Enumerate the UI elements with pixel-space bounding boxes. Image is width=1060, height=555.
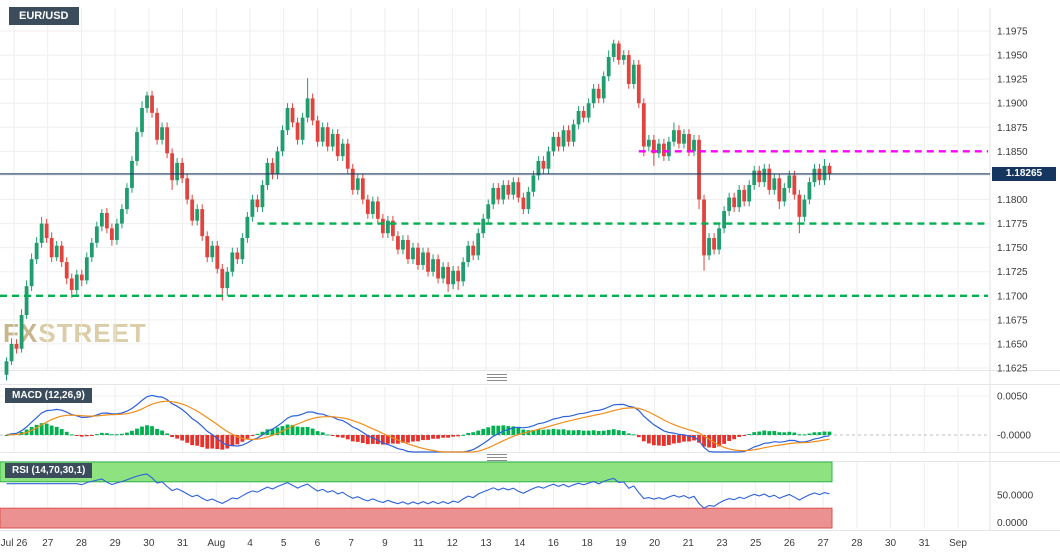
time-axis-label: 23	[716, 538, 728, 549]
support-resistance-levels[interactable]	[0, 150, 988, 297]
time-axis-label: 26	[784, 538, 796, 549]
rsi-axis-label: 50.0000	[997, 491, 1034, 502]
time-axis-label: 4	[247, 538, 253, 549]
macd-axis-label: 0.0050	[997, 392, 1028, 403]
price-axis-label: 1.1900	[997, 99, 1028, 110]
price-axis-label: 1.1625	[997, 364, 1028, 375]
price-axis-label: 1.1875	[997, 123, 1028, 134]
time-axis-label: 16	[548, 538, 560, 549]
rsi-panel	[6, 473, 830, 509]
time-axis-label: 29	[110, 538, 122, 549]
price-axis-label: 1.1950	[997, 51, 1028, 62]
time-axis-label: 28	[76, 538, 88, 549]
time-axis-label: Jul 26	[1, 538, 28, 549]
time-axis-label: 30	[885, 538, 897, 549]
price-axis-label: 1.1725	[997, 267, 1028, 278]
macd-axis-label: -0.0000	[997, 431, 1031, 442]
price-axis-label: 1.1675	[997, 315, 1028, 326]
time-axis-label: Sep	[949, 538, 967, 549]
macd-signal-line	[6, 400, 830, 453]
macd-indicator-label: MACD (12,26,9)	[5, 388, 92, 403]
grip-line	[487, 377, 507, 378]
time-axis-label: 14	[514, 538, 526, 549]
panel-resize-handle-macd[interactable]	[487, 374, 507, 381]
grip-line	[487, 454, 507, 455]
price-axis-label: 1.1775	[997, 219, 1028, 230]
time-axis-label: 9	[382, 538, 388, 549]
gridlines	[0, 8, 1060, 531]
grip-line	[487, 460, 507, 461]
macd-line	[6, 394, 830, 453]
price-axis[interactable]: 1.1975 1.1950 1.1925 1.1900 1.1875 1.1850 1.18…	[997, 27, 1034, 530]
time-axis-label: 19	[615, 538, 627, 549]
time-axis-label: 31	[919, 538, 931, 549]
brand-watermark-street: STREET	[38, 318, 147, 348]
time-axis-label: 5	[281, 538, 287, 549]
price-axis-label: 1.1750	[997, 243, 1028, 254]
time-axis-label: 31	[177, 538, 189, 549]
price-axis-label: 1.1925	[997, 75, 1028, 86]
panel-resize-handle-rsi[interactable]	[487, 454, 507, 461]
time-axis-label: 20	[649, 538, 661, 549]
price-axis-label: 1.1800	[997, 195, 1028, 206]
time-axis-label: 21	[683, 538, 695, 549]
macd-panel	[0, 394, 990, 453]
time-axis-label: 25	[750, 538, 762, 549]
time-axis-label: 12	[447, 538, 459, 549]
time-axis-label: 27	[818, 538, 830, 549]
grip-line	[487, 374, 507, 375]
time-axis-label: Aug	[207, 538, 225, 549]
current-price-tag: 1.18265	[992, 167, 1056, 181]
instrument-badge: EUR/USD	[9, 7, 79, 25]
price-axis-label: 1.1650	[997, 339, 1028, 350]
time-axis-label: 30	[143, 538, 155, 549]
price-axis-label: 1.1700	[997, 291, 1028, 302]
rsi-oversold-band	[0, 507, 833, 529]
price-axis-label: 1.1850	[997, 147, 1028, 158]
rsi-indicator-label: RSI (14,70,30,1)	[5, 463, 93, 478]
time-axis-label: 6	[315, 538, 321, 549]
rsi-bands	[0, 461, 833, 529]
price-axis-label: 1.1975	[997, 27, 1028, 38]
rsi-overbought-band	[0, 461, 833, 483]
rsi-axis-label: 0.0000	[997, 518, 1028, 529]
time-axis-label: 11	[413, 538, 424, 549]
grip-line	[487, 380, 507, 381]
time-axis-label: 7	[348, 538, 354, 549]
time-axis-label: 13	[480, 538, 492, 549]
time-axis[interactable]: Jul 26 27 28 29 30 31 Aug 4 5 6 7 9 11 12 13 14 16 18 19 20…	[1, 538, 968, 549]
time-axis-label: 18	[582, 538, 594, 549]
time-axis-label: 28	[851, 538, 863, 549]
candlestick-series	[4, 39, 832, 381]
rsi-line	[6, 473, 830, 509]
grip-line	[487, 457, 507, 458]
time-axis-label: 27	[42, 538, 54, 549]
